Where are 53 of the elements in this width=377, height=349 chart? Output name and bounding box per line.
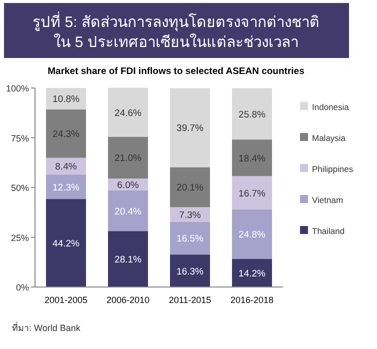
data-label: 20.1%	[176, 182, 204, 194]
bar	[170, 88, 210, 168]
bar	[170, 167, 210, 208]
y-tick-label: 75%	[10, 133, 29, 144]
data-label: 14.2%	[238, 268, 266, 280]
data-label: 8.4%	[55, 162, 78, 173]
data-label: 24.8%	[238, 230, 266, 241]
y-tick-label: 25%	[10, 232, 29, 243]
data-label: 25.8%	[238, 109, 266, 120]
bar	[108, 88, 148, 137]
bar	[46, 174, 86, 200]
legend-label: Thailand	[312, 226, 345, 236]
bar	[46, 199, 86, 287]
data-label: 10.8%	[52, 94, 80, 106]
data-label: 16.5%	[176, 234, 204, 245]
data-label: 24.6%	[114, 108, 142, 119]
data-label: 6.0%	[117, 180, 140, 192]
bar	[108, 190, 148, 232]
data-label: 16.7%	[238, 188, 266, 200]
data-label: 18.4%	[238, 153, 266, 164]
bar	[46, 109, 86, 158]
data-label: 16.3%	[176, 266, 204, 278]
data-label: 12.3%	[52, 182, 80, 194]
bar	[170, 254, 210, 287]
bar	[170, 222, 210, 255]
y-tick-label: 50%	[10, 183, 29, 193]
y-tick-label: 0%	[16, 282, 29, 292]
bar	[108, 136, 148, 179]
data-label: 21.0%	[114, 153, 142, 164]
bar	[232, 209, 272, 259]
legend-label: Indonesia	[312, 102, 350, 112]
x-tick-label: 2001-2005	[44, 295, 88, 305]
y-tick-label: 100%	[6, 84, 29, 94]
bar	[232, 88, 272, 140]
bar	[232, 176, 272, 210]
data-label: 20.4%	[114, 206, 142, 218]
legend-label: Malaysia	[312, 133, 346, 143]
legend-label: Vietnam	[312, 195, 344, 205]
x-tick-label: 2016-2018	[230, 295, 274, 305]
legend-label: Philippines	[312, 164, 354, 174]
bar	[232, 140, 272, 176]
text: ที่มา: World Bank	[12, 321, 81, 333]
data-label: 28.1%	[114, 254, 142, 266]
bar	[108, 231, 148, 287]
x-tick-label: 2011-2015	[168, 295, 212, 305]
data-label: 7.3%	[179, 210, 202, 221]
data-label: 39.7%	[176, 123, 204, 134]
x-tick-label: 2006-2010	[106, 295, 150, 305]
chart-subtitle: Market share of FDI inflows to selected ASEAN countries	[48, 66, 304, 77]
data-label: 24.3%	[52, 129, 80, 140]
bar	[232, 258, 272, 287]
data-label: 44.2%	[52, 238, 80, 250]
chart-title: รูปที่ 5: สัดส่วนการลงทุนโดยตรงจากต่างชาติ ใน 5 ประเทศอาเซียนในแต่ละช่วงเวลา	[32, 11, 320, 51]
